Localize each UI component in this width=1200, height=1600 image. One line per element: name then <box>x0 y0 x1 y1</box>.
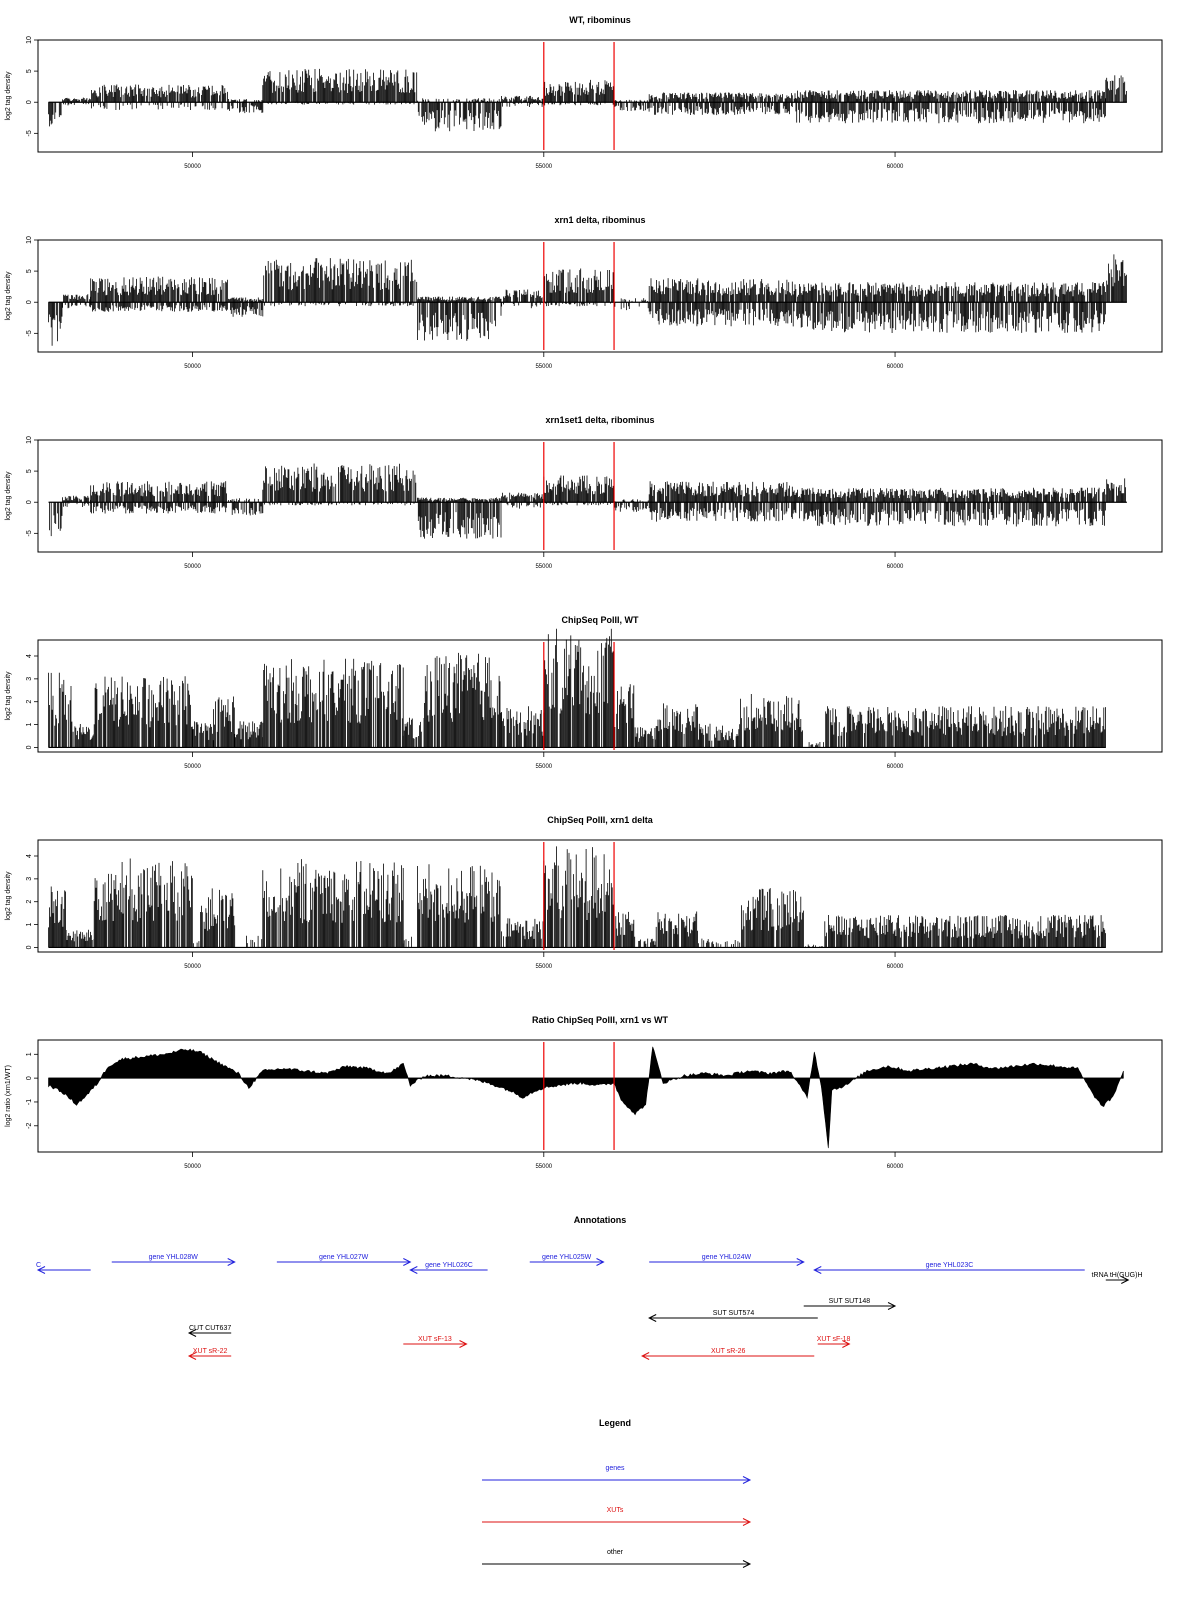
signal-bars <box>49 463 1126 539</box>
y-tick-label: 10 <box>26 36 33 44</box>
x-tick-label: 50000 <box>184 364 201 370</box>
y-tick-label: 0 <box>26 500 33 504</box>
x-tick-label: 50000 <box>184 564 201 570</box>
chart-title: WT, ribominus <box>569 15 631 25</box>
y-tick-label: 5 <box>26 469 33 473</box>
y-tick-label: 10 <box>26 236 33 244</box>
y-tick-label: 0 <box>26 100 33 104</box>
x-tick-label: 55000 <box>535 164 552 170</box>
x-tick-label: 50000 <box>184 164 201 170</box>
chart-title: xrn1set1 delta, ribominus <box>545 415 654 425</box>
chart-panel-2: xrn1 delta, ribominus log2 tag density -5 0… <box>5 215 1163 370</box>
y-tick-label: -5 <box>26 130 33 136</box>
plot-frame <box>37 39 1163 153</box>
y-tick-label: -5 <box>26 330 33 336</box>
x-tick-label: 60000 <box>887 564 904 570</box>
x-tick-label: 60000 <box>887 364 904 370</box>
chart-panel-1: WT, ribominus log2 tag density -5 0 5 10 50000… <box>5 15 1163 170</box>
y-tick-label: -5 <box>26 530 33 536</box>
y-axis-label: log2 tag density <box>5 271 12 321</box>
x-tick-label: 55000 <box>535 564 552 570</box>
plot-frame <box>37 239 1163 353</box>
chart-title: xrn1 delta, ribominus <box>554 215 645 225</box>
y-axis-label: log2 tag density <box>5 471 12 521</box>
y-tick-label: 0 <box>26 300 33 304</box>
chart-panel-3: xrn1set1 delta, ribominus log2 tag densit… <box>5 415 1163 570</box>
y-tick-label: 10 <box>26 436 33 444</box>
y-axis-label: log2 tag density <box>5 71 12 121</box>
y-tick-label: 5 <box>26 269 33 273</box>
signal-bars <box>48 68 1127 132</box>
x-tick-label: 55000 <box>535 364 552 370</box>
x-tick-label: 60000 <box>887 164 904 170</box>
y-tick-label: 5 <box>26 69 33 73</box>
signal-bars <box>48 254 1127 346</box>
